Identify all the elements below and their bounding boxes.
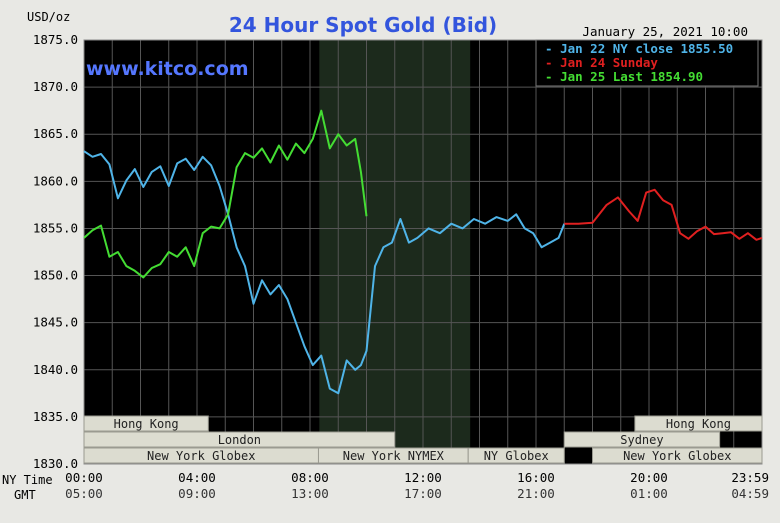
legend: - Jan 22 NY close 1855.50 - Jan 24 Sunda… — [535, 39, 759, 87]
y-tick-label: 1865.0 — [33, 126, 78, 141]
x-tick-label-gmt: 04:59 — [731, 486, 769, 501]
session-bar — [563, 431, 721, 448]
session-label: New York Globex — [147, 449, 255, 463]
y-tick-label: 1845.0 — [33, 315, 78, 330]
session-label: Hong Kong — [666, 417, 731, 431]
series-line-jan25 — [83, 109, 368, 279]
x-tick-label-ny: 23:59 — [731, 470, 769, 485]
chart-title: 24 Hour Spot Gold (Bid) — [229, 13, 497, 37]
legend-box — [535, 39, 759, 87]
x-tick-label-gmt: 01:00 — [630, 486, 668, 501]
x-tick-label-ny: 20:00 — [630, 470, 668, 485]
session-label: New York NYMEX — [343, 449, 445, 463]
legend-dash: - — [545, 41, 560, 56]
x-tick-label-gmt: 17:00 — [404, 486, 442, 501]
session-label: Sydney — [620, 433, 663, 447]
y-tick-label: 1830.0 — [33, 456, 78, 471]
ny-time-row-label: NY Time — [2, 473, 53, 487]
session-bar — [467, 447, 565, 464]
x-tick-label-gmt: 21:00 — [517, 486, 555, 501]
y-tick-label: 1855.0 — [33, 220, 78, 235]
x-tick-label-ny: 00:00 — [65, 470, 103, 485]
market-sessions: Hong Kong London New York Globex New York N… — [83, 415, 763, 464]
x-tick-label-gmt: 09:00 — [178, 486, 216, 501]
y-axis: 1875.0 1870.0 1865.0 1860.0 1855.0 1850.0 1845… — [33, 32, 78, 471]
legend-label-jan24: Jan 24 Sunday — [560, 55, 658, 70]
x-tick-label-gmt: 05:00 — [65, 486, 103, 501]
x-tick-label-ny: 12:00 — [404, 470, 442, 485]
session-label: London — [218, 433, 261, 447]
x-tick-label-ny: 04:00 — [178, 470, 216, 485]
session-bar — [634, 415, 763, 432]
session-label: New York Globex — [623, 449, 731, 463]
legend-entry-jan25: - Jan 25 Last 1854.90 — [545, 69, 703, 84]
y-tick-label: 1860.0 — [33, 173, 78, 188]
session-bar — [592, 447, 763, 464]
watermark-text: www.kitco.com — [86, 58, 249, 80]
gmt-row-label: GMT — [14, 488, 36, 502]
legend-label-jan25: Jan 25 Last 1854.90 — [560, 69, 703, 84]
y-axis-label: USD/oz — [27, 10, 70, 24]
legend-entry-jan22: - Jan 22 NY close 1855.50 — [545, 41, 733, 56]
legend-entry-jan24: - Jan 24 Sunday — [545, 55, 658, 70]
y-tick-label: 1835.0 — [33, 409, 78, 424]
timestamp: January 25, 2021 10:00 — [582, 24, 748, 39]
x-tick-label-gmt: 13:00 — [291, 486, 329, 501]
plot-border — [83, 39, 763, 465]
legend-dash: - — [545, 69, 560, 84]
y-tick-label: 1840.0 — [33, 362, 78, 377]
session-label: NY Globex — [484, 449, 549, 463]
session-bar — [83, 431, 396, 448]
y-tick-label: 1870.0 — [33, 79, 78, 94]
series-line-jan24 — [564, 188, 763, 241]
y-tick-label: 1850.0 — [33, 268, 78, 283]
legend-dash: - — [545, 55, 560, 70]
session-label: Hong Kong — [114, 417, 179, 431]
session-bar — [83, 415, 209, 432]
y-tick-label: 1875.0 — [33, 32, 78, 47]
series-line-jan22 — [83, 150, 566, 395]
legend-label-jan22: Jan 22 NY close 1855.50 — [560, 41, 733, 56]
price-series — [83, 109, 763, 395]
x-tick-label-ny: 08:00 — [291, 470, 329, 485]
x-tick-label-ny: 16:00 — [517, 470, 555, 485]
